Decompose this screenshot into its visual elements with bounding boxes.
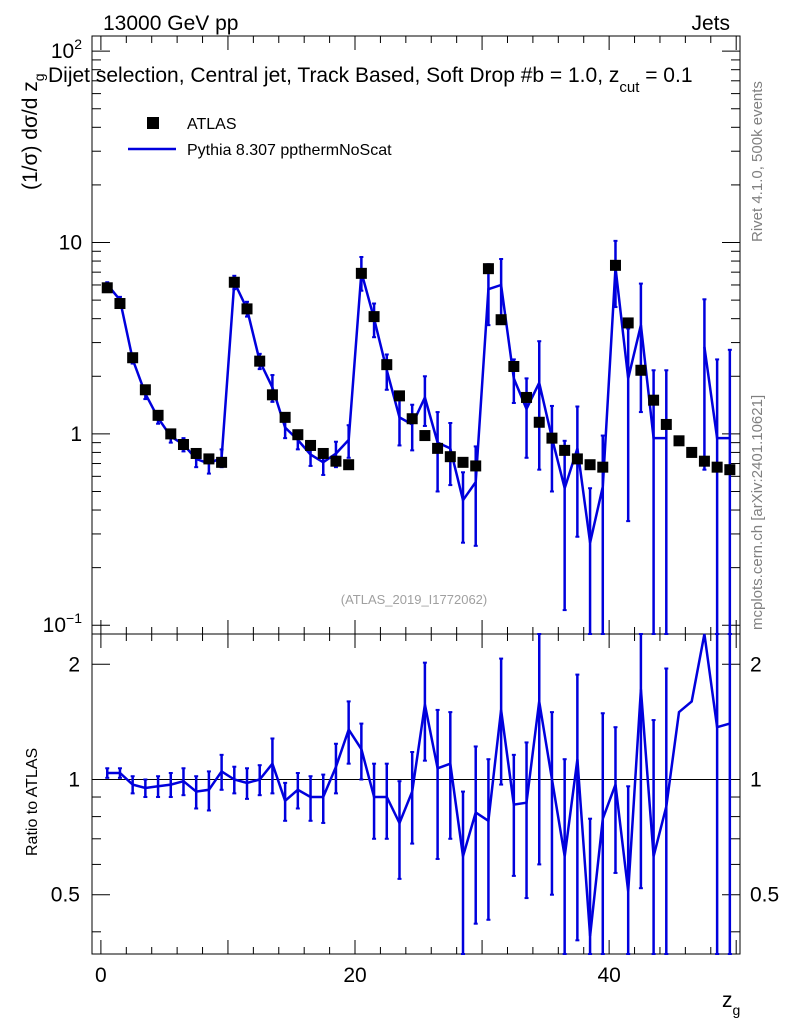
atlas-data-point bbox=[368, 311, 380, 323]
y-tick-label-exponent: 2 bbox=[74, 36, 82, 52]
atlas-data-point bbox=[698, 455, 710, 467]
atlas-data-point bbox=[444, 451, 456, 463]
atlas-data-point bbox=[597, 461, 609, 473]
ratio-plot-frame bbox=[91, 633, 741, 955]
atlas-data-point bbox=[330, 455, 342, 467]
atlas-data-point bbox=[673, 435, 685, 447]
atlas-data-point bbox=[381, 359, 393, 371]
y-tick-label-exponent: −1 bbox=[66, 610, 82, 626]
atlas-points bbox=[101, 259, 736, 476]
y-axis-label-main-text: (1/σ) dσ/d z bbox=[19, 81, 42, 190]
atlas-data-point bbox=[127, 352, 139, 364]
atlas-data-point bbox=[241, 303, 253, 315]
y-tick-label-ratio: 1 bbox=[68, 769, 80, 792]
y-axis-label-main: (1/σ) dσ/d zg bbox=[19, 73, 47, 190]
atlas-data-point bbox=[546, 432, 558, 444]
atlas-data-point bbox=[571, 453, 583, 465]
ratio-error-bars bbox=[105, 633, 732, 955]
atlas-data-point bbox=[266, 389, 278, 401]
y-axis-label-ratio: Ratio to ATLAS bbox=[24, 748, 41, 856]
atlas-data-point bbox=[559, 444, 571, 456]
atlas-data-point bbox=[254, 355, 266, 367]
atlas-data-point bbox=[521, 391, 533, 403]
atlas-data-point bbox=[152, 409, 164, 421]
atlas-data-point bbox=[177, 439, 189, 451]
atlas-data-point bbox=[343, 459, 355, 471]
atlas-data-point bbox=[317, 447, 329, 459]
atlas-data-point bbox=[686, 446, 698, 458]
y-tick-label-main: 1 bbox=[70, 423, 82, 446]
atlas-data-point bbox=[279, 411, 291, 423]
x-axis-label: zg bbox=[722, 989, 740, 1018]
side-text-rivet: Rivet 4.1.0, 500k events bbox=[749, 81, 766, 242]
y-tick-label-main: 10 bbox=[59, 232, 82, 255]
atlas-data-point bbox=[495, 314, 507, 326]
x-tick-label: 20 bbox=[343, 964, 366, 987]
atlas-data-point bbox=[432, 442, 444, 454]
atlas-data-point bbox=[101, 282, 113, 294]
title-tail: = 0.1 bbox=[639, 64, 692, 87]
plot-title: Dijet selection, Central jet, Track Base… bbox=[48, 64, 693, 96]
atlas-data-point bbox=[660, 418, 672, 430]
atlas-data-point bbox=[203, 453, 215, 465]
atlas-data-point bbox=[190, 447, 202, 459]
atlas-data-point bbox=[355, 267, 367, 279]
atlas-data-point bbox=[216, 456, 228, 468]
y-tick-label-main: 102 bbox=[51, 36, 82, 63]
atlas-data-point bbox=[114, 298, 126, 310]
y-tick-label-ratio-right: 2 bbox=[750, 653, 762, 676]
x-axis-label-sub: g bbox=[733, 1002, 741, 1018]
atlas-data-point bbox=[635, 364, 647, 376]
y-tick-label-ratio-right: 1 bbox=[750, 769, 762, 792]
y-tick-label-ratio: 0.5 bbox=[51, 884, 80, 907]
atlas-data-point bbox=[622, 317, 634, 329]
analysis-watermark: (ATLAS_2019_I1772062) bbox=[341, 592, 487, 607]
atlas-data-point bbox=[139, 384, 151, 396]
legend-atlas-label: ATLAS bbox=[187, 116, 237, 133]
y-tick-label-main: 10−1 bbox=[43, 610, 83, 637]
atlas-data-point bbox=[648, 394, 660, 406]
atlas-data-point bbox=[457, 456, 469, 468]
ratio-line bbox=[107, 633, 731, 937]
side-text-mcplots: mcplots.cern.ch [arXiv:2401.10621] bbox=[749, 395, 766, 630]
y-tick-label-ratio: 2 bbox=[68, 653, 80, 676]
atlas-data-point bbox=[711, 461, 723, 473]
atlas-data-point bbox=[419, 430, 431, 442]
legend-pythia-label: Pythia 8.307 ppthermNoScat bbox=[187, 142, 392, 159]
y-tick-label-base: 10 bbox=[43, 614, 66, 637]
atlas-data-point bbox=[305, 439, 317, 451]
atlas-data-point bbox=[228, 276, 240, 288]
y-axis-label-main-sub: g bbox=[31, 73, 47, 81]
header-right: Jets bbox=[691, 12, 730, 35]
atlas-data-point bbox=[508, 360, 520, 372]
x-axis-label-text: z bbox=[722, 989, 733, 1012]
header-left: 13000 GeV pp bbox=[103, 12, 238, 35]
mc-line-segment bbox=[703, 346, 730, 440]
x-tick-label: 40 bbox=[597, 964, 620, 987]
atlas-data-point bbox=[470, 460, 482, 472]
title-sub: cut bbox=[619, 79, 640, 96]
atlas-data-point bbox=[533, 416, 545, 428]
ratio-line-segment bbox=[107, 633, 731, 937]
atlas-data-point bbox=[584, 459, 596, 471]
legend-atlas-marker bbox=[147, 117, 159, 129]
atlas-data-point bbox=[609, 259, 621, 271]
atlas-data-point bbox=[393, 390, 405, 402]
y-tick-label-base: 10 bbox=[51, 40, 74, 63]
ratio-plot-content bbox=[105, 633, 732, 955]
atlas-data-point bbox=[292, 429, 304, 441]
atlas-data-point bbox=[406, 413, 418, 425]
x-tick-label: 0 bbox=[95, 964, 107, 987]
atlas-data-point bbox=[165, 428, 177, 440]
y-tick-label-ratio-right: 0.5 bbox=[750, 884, 779, 907]
main-plot-content bbox=[101, 239, 736, 635]
atlas-data-point bbox=[482, 263, 494, 275]
atlas-data-point bbox=[724, 464, 736, 476]
title-text: Dijet selection, Central jet, Track Base… bbox=[48, 64, 619, 87]
